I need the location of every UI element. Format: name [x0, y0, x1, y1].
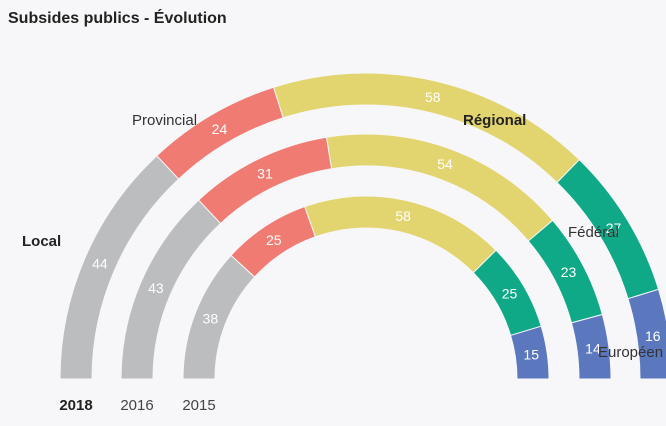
value-label-2016-local: 43	[148, 280, 164, 296]
chart-title: Subsides publics - Évolution	[8, 10, 227, 27]
value-label-2018-provincial: 24	[212, 121, 228, 137]
category-label-provincial: Provincial	[132, 112, 197, 129]
segment-2015-local	[182, 254, 256, 380]
value-label-2016-provincial: 31	[257, 165, 273, 181]
year-label-2015: 2015	[182, 397, 215, 414]
year-label-2016: 2016	[120, 397, 153, 414]
value-label-2015-provincial: 25	[266, 232, 282, 248]
year-label-2018: 2018	[59, 397, 92, 414]
value-label-2015-federal: 25	[502, 286, 518, 302]
segment-2016-europeen	[570, 313, 612, 380]
value-label-2018-federal: 27	[606, 220, 622, 236]
value-label-2015-regional: 58	[395, 208, 411, 224]
value-label-2018-local: 44	[92, 256, 108, 272]
value-label-2015-europeen: 15	[523, 347, 539, 363]
value-label-2016-federal: 23	[561, 264, 577, 280]
value-label-2016-regional: 54	[437, 156, 453, 172]
category-label-federal: Fédéral	[568, 224, 619, 241]
category-label-europeen: Européen	[598, 344, 663, 361]
segment-2015-europeen	[509, 325, 550, 380]
value-label-2015-local: 38	[203, 310, 219, 326]
value-label-2016-europeen: 14	[585, 341, 601, 357]
value-label-2018-regional: 58	[425, 89, 441, 105]
value-label-2018-europeen: 16	[645, 328, 661, 344]
category-label-local: Local	[22, 233, 61, 250]
category-label-regional: Régional	[463, 112, 526, 129]
